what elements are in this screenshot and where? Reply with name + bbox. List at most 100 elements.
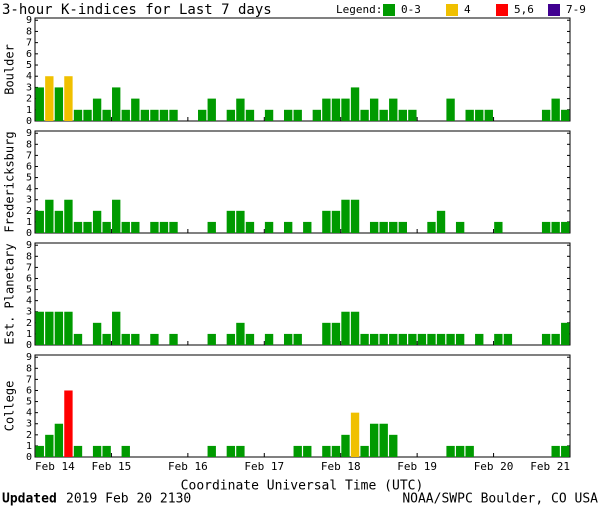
bar [283, 333, 293, 345]
y-axis-label: Fredericksburg [3, 131, 17, 232]
bar [73, 333, 83, 345]
bar [379, 109, 388, 121]
chart-title: 3-hour K-indices for Last 7 days [2, 2, 272, 18]
y-tick-label: 3 [26, 195, 32, 206]
bar [64, 390, 73, 457]
bar [341, 199, 350, 233]
y-tick-label: 9 [26, 15, 32, 26]
bar [398, 221, 407, 233]
bar [112, 311, 121, 345]
bar [417, 333, 427, 345]
bar [455, 333, 465, 345]
x-tick-label: Feb 19 [397, 460, 437, 473]
x-tick-label: Feb 17 [244, 460, 284, 473]
y-axis-label: Est. Planetary [3, 243, 17, 344]
bar [150, 109, 159, 121]
bar [226, 445, 236, 457]
bar [331, 98, 341, 121]
bar [92, 445, 102, 457]
panel-frame [34, 130, 571, 234]
bar [561, 322, 570, 345]
y-tick-label: 4 [26, 408, 32, 419]
bar [561, 445, 570, 457]
bar [169, 333, 178, 345]
bar [102, 333, 111, 345]
bar [341, 98, 350, 121]
y-tick-label: 6 [26, 49, 32, 60]
y-tick-label: 3 [26, 419, 32, 430]
bar [360, 109, 369, 121]
y-tick-label: 5 [26, 397, 32, 408]
y-tick-label: 0 [26, 228, 32, 239]
bar [360, 445, 369, 457]
bar [465, 445, 474, 457]
bar [102, 109, 111, 121]
bar [169, 109, 178, 121]
y-tick-label: 6 [26, 385, 32, 396]
y-tick-label: 3 [26, 82, 32, 93]
y-tick-label: 2 [26, 318, 32, 329]
bar [54, 311, 64, 345]
bar [264, 109, 274, 121]
bar [494, 333, 503, 345]
bar [408, 109, 417, 121]
y-tick-label: 7 [26, 262, 32, 273]
bar [54, 423, 64, 457]
bar [102, 445, 111, 457]
bar [389, 221, 398, 233]
bar [446, 98, 455, 121]
bar [45, 311, 54, 345]
bar [379, 423, 388, 457]
y-tick-label: 7 [26, 374, 32, 385]
bar [561, 221, 570, 233]
bar [331, 445, 341, 457]
bar [341, 311, 350, 345]
bar [207, 445, 216, 457]
bar [121, 333, 130, 345]
bar [293, 445, 302, 457]
bar [236, 445, 245, 457]
x-tick-label: Feb 16 [168, 460, 208, 473]
bar [83, 109, 92, 121]
bar [551, 221, 560, 233]
bar [73, 221, 83, 233]
y-tick-label: 8 [26, 26, 32, 37]
bar [64, 199, 73, 233]
bar [350, 311, 360, 345]
bar [236, 322, 245, 345]
bar [350, 87, 360, 121]
bar [389, 333, 398, 345]
y-tick-label: 2 [26, 430, 32, 441]
bar [293, 333, 302, 345]
y-tick-label: 0 [26, 116, 32, 127]
y-tick-label: 5 [26, 285, 32, 296]
bar [245, 333, 255, 345]
bar [73, 109, 83, 121]
bar [551, 98, 560, 121]
bar [102, 221, 111, 233]
legend-swatch [446, 4, 458, 16]
bar [322, 322, 331, 345]
bar [226, 210, 236, 233]
bar [561, 109, 570, 121]
bar [446, 333, 455, 345]
legend-text: 7-9 [566, 3, 586, 16]
panel-frame [34, 17, 571, 122]
bar [121, 445, 130, 457]
bar [159, 221, 169, 233]
bar [436, 333, 446, 345]
bar [322, 445, 331, 457]
bar [465, 109, 474, 121]
bar [541, 333, 551, 345]
bar [64, 311, 73, 345]
bar [264, 221, 274, 233]
panel-frame [34, 242, 571, 346]
bar [207, 333, 216, 345]
bar [64, 76, 73, 121]
x-tick-label: Feb 14 [35, 460, 75, 473]
bar [283, 109, 293, 121]
y-tick-label: 6 [26, 161, 32, 172]
bar [112, 87, 121, 121]
y-tick-label: 1 [26, 105, 32, 116]
x-tick-label: Feb 18 [321, 460, 361, 473]
